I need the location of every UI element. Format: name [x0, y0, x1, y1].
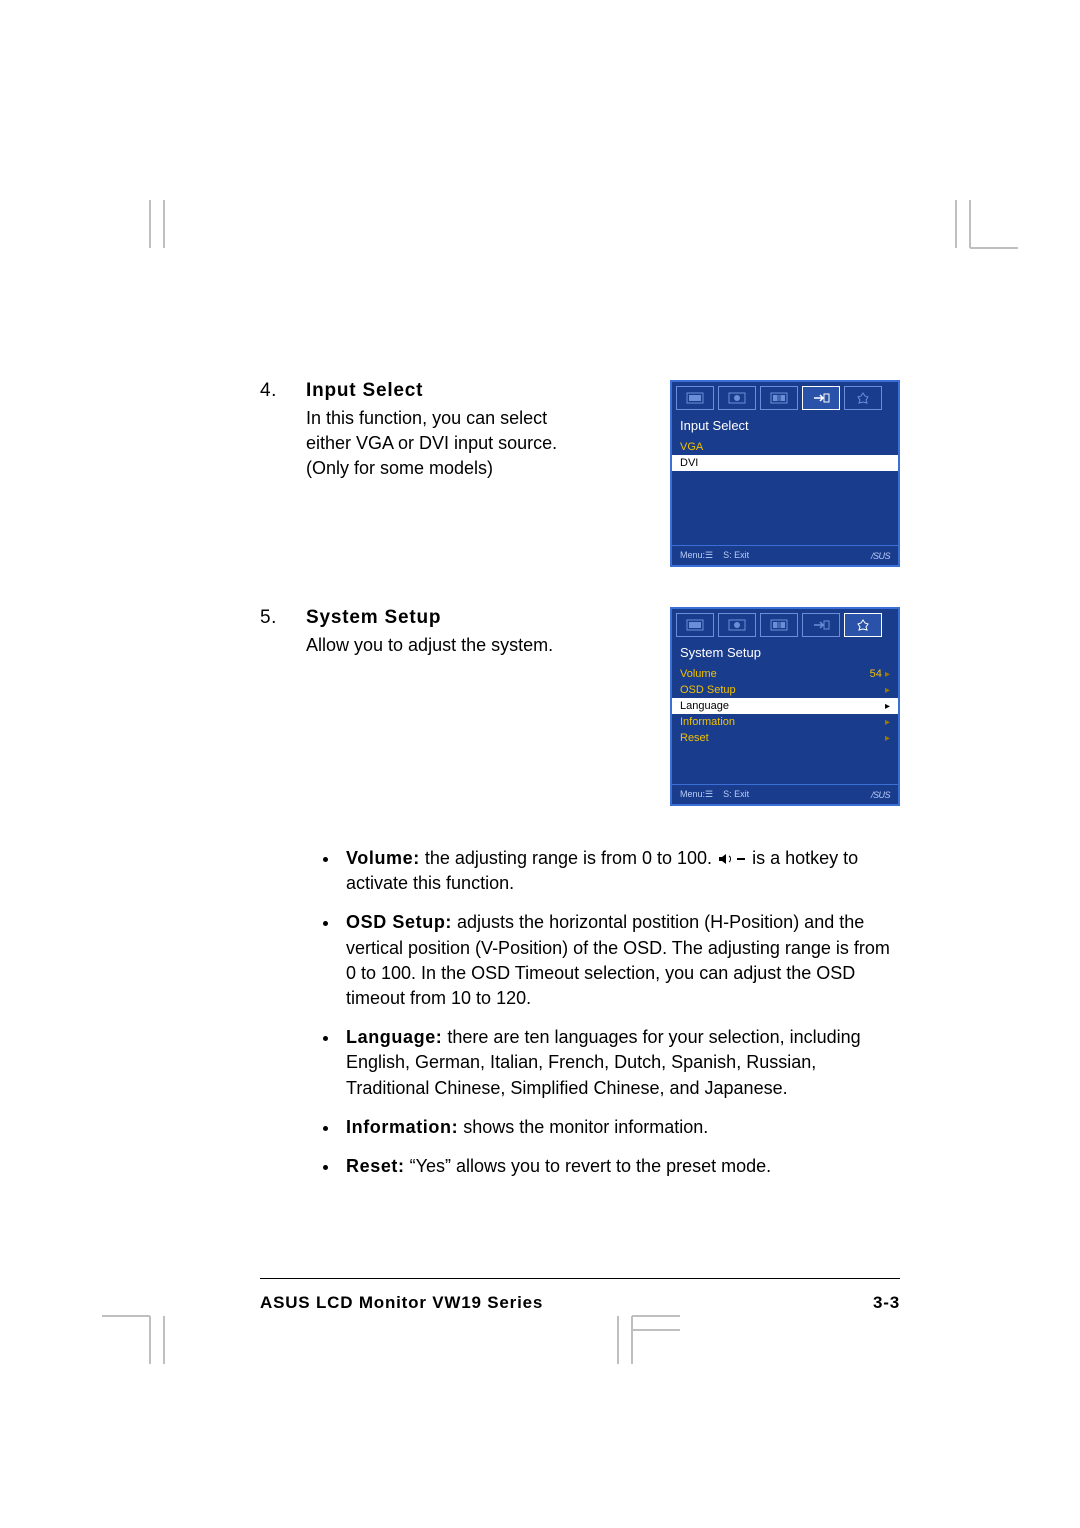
- section-system-setup: 5. System Setup Allow you to adjust the …: [260, 607, 900, 806]
- osd-footer-menu: Menu:☰: [680, 550, 713, 561]
- osd-footer-exit: S: Exit: [723, 550, 749, 561]
- osd-footer: Menu:☰ S: Exit /SUS: [672, 545, 898, 565]
- bullet-reset: Reset: “Yes” allows you to revert to the…: [340, 1154, 900, 1179]
- osd-tab-system-icon: [844, 613, 882, 637]
- osd-tab-splendid-icon: [676, 386, 714, 410]
- osd-system-setup: System Setup Volume 54 ▸ OSD Setup ▸ Lan…: [670, 607, 900, 806]
- section-title: Input Select: [306, 380, 652, 402]
- section-number: 4.: [260, 380, 288, 402]
- section-input-select: 4. Input Select In this function, you ca…: [260, 380, 900, 567]
- osd-tab-row: [672, 609, 898, 641]
- osd-tab-image-icon: [718, 386, 756, 410]
- footer-product: ASUS LCD Monitor VW19 Series: [260, 1293, 543, 1313]
- osd-footer-exit: S: Exit: [723, 789, 749, 800]
- osd-tab-splendid-icon: [676, 613, 714, 637]
- footer-page-number: 3-3: [873, 1293, 900, 1313]
- osd-tab-system-icon: [844, 386, 882, 410]
- osd-row-osd-setup: OSD Setup ▸: [672, 682, 898, 698]
- osd-tab-image-icon: [718, 613, 756, 637]
- osd-row-information: Information ▸: [672, 714, 898, 730]
- osd-tab-input-icon: [802, 613, 840, 637]
- osd-row-reset: Reset ▸: [672, 730, 898, 746]
- section-title: System Setup: [306, 607, 652, 629]
- osd-tab-color-icon: [760, 613, 798, 637]
- page-footer: ASUS LCD Monitor VW19 Series 3-3: [260, 1278, 900, 1313]
- osd-tab-color-icon: [760, 386, 798, 410]
- osd-row-vga: VGA: [672, 439, 898, 455]
- osd-brand-icon: /SUS: [871, 790, 890, 800]
- section-desc: In this function, you can select either …: [306, 406, 652, 482]
- osd-tab-input-icon: [802, 386, 840, 410]
- osd-row-dvi: DVI: [672, 455, 898, 471]
- section-desc: Allow you to adjust the system.: [306, 633, 652, 658]
- bullet-information: Information: shows the monitor informati…: [340, 1115, 900, 1140]
- bullet-list: Volume: the adjusting range is from 0 to…: [340, 846, 900, 1179]
- osd-footer: Menu:☰ S: Exit /SUS: [672, 784, 898, 804]
- section-number: 5.: [260, 607, 288, 629]
- osd-brand-icon: /SUS: [871, 551, 890, 561]
- bullet-volume: Volume: the adjusting range is from 0 to…: [340, 846, 900, 896]
- osd-heading: Input Select: [672, 414, 898, 439]
- osd-row-volume: Volume 54 ▸: [672, 666, 898, 682]
- bullet-language: Language: there are ten languages for yo…: [340, 1025, 900, 1101]
- osd-tab-row: [672, 382, 898, 414]
- osd-footer-menu: Menu:☰: [680, 789, 713, 800]
- osd-input-select: Input Select VGA DVI Menu:☰ S: Exit /SUS: [670, 380, 900, 567]
- speaker-minus-icon: [717, 852, 747, 866]
- osd-row-language: Language ▸: [672, 698, 898, 714]
- bullet-osd-setup: OSD Setup: adjusts the horizontal postit…: [340, 910, 900, 1011]
- osd-heading: System Setup: [672, 641, 898, 666]
- page-content: 4. Input Select In this function, you ca…: [260, 380, 900, 1193]
